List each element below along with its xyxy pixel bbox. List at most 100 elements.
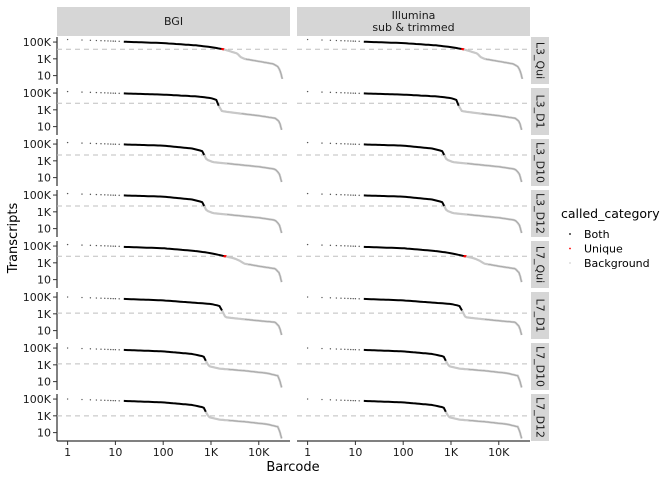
x-tick-label: 100 <box>393 446 414 459</box>
row-strip-L3_D1 <box>531 88 549 135</box>
barcode-point <box>95 297 98 299</box>
barcode-point <box>107 92 109 94</box>
barcode-point <box>100 297 102 299</box>
barcode-point <box>89 348 92 350</box>
panel-bgi-L3_D10 <box>57 141 290 183</box>
barcode-point <box>114 40 117 42</box>
y-tick-label: 1K <box>37 104 52 117</box>
barcode-point <box>329 193 332 196</box>
x-tick-label: 10 <box>348 446 362 459</box>
barcode-point <box>114 298 117 300</box>
unique-series-line <box>220 47 225 51</box>
both-series-line <box>363 245 466 258</box>
barcode-point <box>100 143 102 145</box>
barcode-point <box>118 194 120 197</box>
barcode-point <box>114 194 117 196</box>
panel-illumina-L7_D10 <box>297 347 530 388</box>
barcode-point <box>95 142 98 145</box>
barcode-point <box>66 38 69 41</box>
barcode-point <box>114 400 117 402</box>
y-tick-label: 100K <box>23 342 52 355</box>
barcode-point <box>329 244 332 247</box>
barcode-point <box>112 245 114 247</box>
barcode-point <box>104 40 106 42</box>
barcode-point <box>340 92 342 94</box>
row-strip-L7_D10 <box>531 343 549 390</box>
y-tick-label: 10 <box>37 121 51 134</box>
y-tick-label: 100K <box>23 36 52 49</box>
barcode-point <box>358 92 360 95</box>
barcode-point <box>329 399 332 401</box>
barcode-point <box>344 297 346 300</box>
both-series-line <box>123 399 207 413</box>
barcode-point <box>100 245 102 247</box>
barcode-point <box>350 40 352 42</box>
barcode-point <box>358 245 360 248</box>
barcode-point <box>347 143 349 145</box>
panel-bgi-L7_Qui <box>57 243 290 283</box>
background-series-edge <box>488 264 522 283</box>
background-series-edge <box>485 58 523 79</box>
barcode-point <box>335 297 338 299</box>
barcode-point <box>112 194 114 196</box>
background-series-line <box>221 309 283 336</box>
barcode-point <box>329 91 332 94</box>
panel-illumina-L3_D10 <box>297 141 530 183</box>
barcode-point <box>321 39 323 41</box>
barcode-point <box>114 92 117 94</box>
barcode-point <box>352 348 354 351</box>
both-series-line <box>123 297 223 311</box>
barcode-point <box>321 347 323 350</box>
y-tick-label: 10 <box>37 376 51 389</box>
barcode-point <box>344 245 346 247</box>
barcode-point <box>66 398 69 400</box>
column-strip-label: Illumina <box>392 9 436 22</box>
barcode-point <box>344 92 346 94</box>
background-series-edge <box>241 113 282 130</box>
barcode-point <box>81 91 83 93</box>
row-strip-label: L3_D10 <box>534 142 547 183</box>
barcode-point <box>107 40 109 42</box>
barcode-point <box>347 399 349 402</box>
row-strip-L3_D12 <box>531 190 549 237</box>
y-tick-label: 100K <box>23 87 52 100</box>
barcode-point <box>306 347 309 349</box>
barcode-point <box>306 38 309 41</box>
barcode-point <box>347 245 349 247</box>
barcode-point <box>335 91 338 94</box>
panel-illumina-L7_D1 <box>297 296 530 336</box>
barcode-point <box>114 349 117 351</box>
barcode-point <box>352 245 354 247</box>
barcode-point <box>344 194 346 196</box>
barcode-point <box>66 347 69 349</box>
row-strip-L3_D10 <box>531 139 549 186</box>
barcode-point <box>118 400 120 402</box>
x-tick-label: 1K <box>444 446 459 459</box>
barcode-point <box>340 194 342 196</box>
y-tick-label: 10 <box>37 172 51 185</box>
barcode-point <box>335 348 338 350</box>
panel-illumina-L3_D1 <box>297 90 530 131</box>
row-strip-L3_Qui <box>531 37 549 84</box>
y-tick-label: 1K <box>37 53 52 66</box>
barcode-point <box>354 40 357 42</box>
both-series-line <box>123 143 206 156</box>
barcode-point <box>114 143 117 145</box>
background-series-edge <box>245 58 283 79</box>
barcode-point <box>321 193 323 195</box>
panel-bgi-L3_Qui <box>57 38 290 80</box>
row-strip-label: L7_D1 <box>534 298 547 332</box>
background-series-edge <box>226 163 282 183</box>
barcode-point <box>352 194 354 196</box>
barcode-point <box>306 296 309 298</box>
barcode-point <box>118 143 120 146</box>
barcode-point <box>347 194 349 196</box>
barcode-point <box>335 244 338 247</box>
barcode-point <box>107 348 109 351</box>
legend-title: called_category <box>561 206 660 221</box>
barcode-point <box>340 143 342 145</box>
y-tick-label: 100K <box>23 393 52 406</box>
barcode-point <box>354 194 357 196</box>
row-strip-L7_D1 <box>531 292 549 339</box>
